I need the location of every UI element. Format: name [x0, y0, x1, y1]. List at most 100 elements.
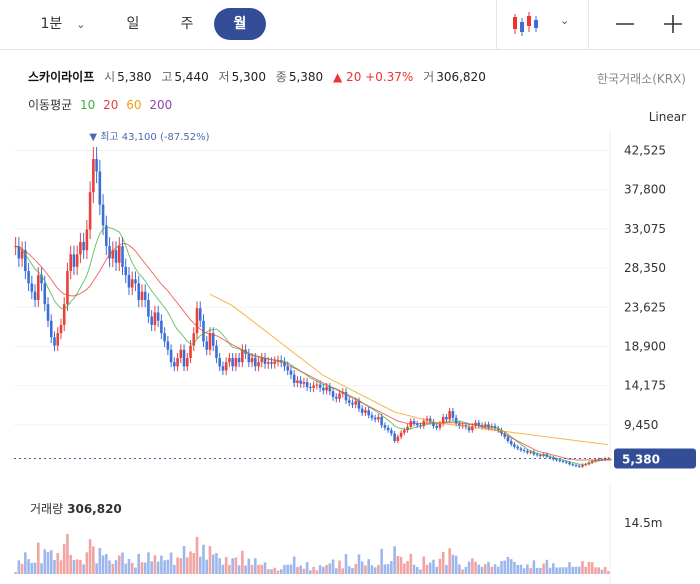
volume-bar — [435, 566, 439, 574]
candle — [561, 460, 565, 462]
volume-bar — [509, 559, 513, 574]
scale-mode-button[interactable]: Linear — [648, 110, 686, 124]
volume-bar — [114, 560, 118, 574]
candle — [208, 333, 212, 350]
candle — [241, 349, 244, 363]
volume-chart[interactable] — [0, 484, 700, 584]
volume-bar — [160, 555, 163, 574]
volume-bar — [558, 567, 562, 574]
volume-bar — [312, 566, 315, 574]
volume-bar — [493, 564, 497, 574]
volume-bar — [500, 561, 503, 574]
candle — [137, 283, 141, 300]
candle — [156, 312, 160, 321]
candle — [36, 275, 40, 300]
volume-bar — [406, 561, 409, 574]
volume-bar — [506, 557, 510, 574]
candle — [568, 462, 571, 465]
volume-bar — [396, 556, 400, 574]
candle — [438, 423, 442, 428]
candle — [218, 358, 221, 367]
volume-bar — [263, 562, 267, 574]
volume-bar — [24, 552, 27, 574]
volume-bar — [496, 566, 500, 574]
chart-type-chevron-icon[interactable]: ⌄ — [560, 14, 570, 27]
candle — [266, 362, 270, 364]
volume-bar — [409, 553, 413, 574]
volume-bar — [428, 562, 432, 574]
candle — [101, 204, 105, 226]
volume-bar — [600, 569, 604, 574]
volume-bar — [305, 562, 309, 574]
volume-bar — [454, 555, 458, 574]
candle — [435, 426, 439, 428]
candle — [69, 254, 72, 271]
period-select-button[interactable]: 1분 ⌄ — [28, 8, 98, 40]
volume-bar — [111, 563, 115, 574]
candle — [581, 465, 584, 467]
volume-bar — [357, 554, 361, 574]
open-label: 시 — [104, 70, 116, 84]
volume-bar — [231, 558, 234, 574]
candle — [322, 387, 325, 391]
candle — [289, 370, 293, 375]
candle — [312, 385, 315, 388]
candle — [383, 425, 387, 428]
volume-bar — [347, 566, 351, 574]
tab-day[interactable]: 일 — [126, 16, 140, 32]
volume-bar — [607, 571, 610, 574]
candle — [124, 266, 128, 276]
candle — [33, 291, 37, 300]
candle — [509, 440, 513, 445]
candle — [179, 349, 183, 359]
candle — [318, 384, 322, 388]
volume-bar — [415, 567, 419, 574]
candle — [403, 430, 406, 433]
volume-bar — [215, 553, 218, 574]
volume-bar — [584, 566, 588, 574]
candle — [182, 349, 186, 367]
candle — [130, 279, 134, 288]
candle — [192, 333, 196, 346]
candle — [176, 358, 179, 367]
zoom-out-icon[interactable] — [612, 10, 638, 38]
volume-bar — [552, 563, 555, 574]
volume-bar — [548, 567, 552, 574]
candle — [299, 380, 302, 384]
volume-bar — [441, 552, 445, 574]
candle — [215, 345, 218, 359]
volume-bar — [390, 561, 393, 574]
candle — [390, 430, 393, 434]
candle — [396, 436, 400, 441]
volume-bar — [299, 565, 302, 574]
volume-bar — [185, 557, 189, 574]
candle — [506, 436, 510, 441]
volume-bar — [296, 567, 299, 574]
candle — [189, 345, 192, 359]
volume-bar — [338, 560, 341, 574]
candle — [169, 349, 173, 363]
moving-average-legend[interactable]: 이동평균 10 20 60 200 — [28, 96, 172, 113]
volume-bar — [309, 570, 312, 574]
tab-month[interactable]: 월 — [214, 8, 266, 40]
candlestick-chart-type-icon[interactable] — [510, 10, 540, 38]
volume-bar — [192, 553, 196, 574]
candle — [302, 382, 306, 384]
tab-week[interactable]: 주 — [180, 16, 194, 32]
price-chart[interactable]: 42,525 37,800 33,075 28,350 23,625 18,900 14,1… — [0, 130, 700, 480]
zoom-in-icon[interactable] — [660, 10, 686, 38]
volume-bar — [451, 554, 455, 574]
volume-bar — [14, 572, 17, 574]
volume-bar — [153, 555, 157, 574]
candle — [211, 333, 215, 346]
candle — [20, 250, 24, 259]
volume-bar — [542, 563, 545, 574]
candle — [292, 374, 296, 383]
y-tick-label: 33,075 — [624, 222, 666, 236]
last-price-label: 5,380 — [622, 453, 660, 467]
volume-bar — [270, 569, 273, 574]
candle — [250, 358, 254, 363]
volume-bar — [169, 552, 173, 574]
candle — [27, 270, 30, 284]
volume-bar — [221, 564, 225, 574]
